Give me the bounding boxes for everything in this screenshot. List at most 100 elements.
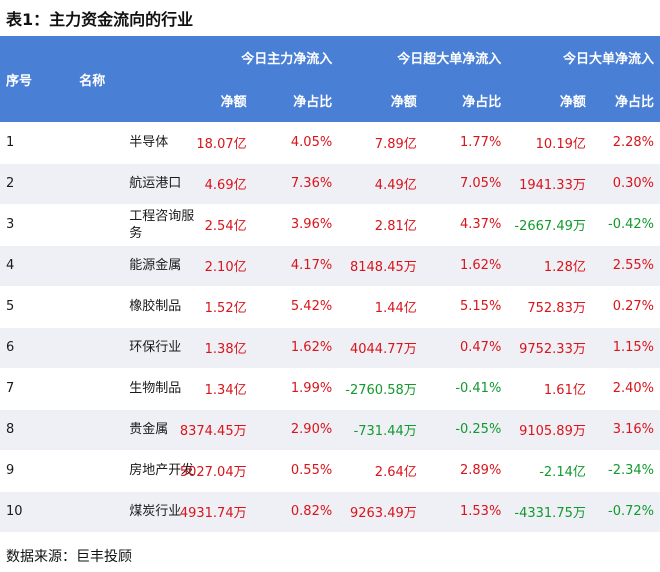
cell-industry-name: 环保行业: [129, 340, 182, 355]
cell-industry-name: 航运港口: [129, 176, 182, 191]
data-source-note: 数据来源：巨丰投顾: [6, 549, 132, 565]
table-row: 6 环保行业 1.38亿 1.62% 4044.77万 0.47% 9752.33万 1.15…: [0, 327, 660, 369]
cell-industry-name: 橡胶制品: [129, 299, 182, 314]
table-row: 4 能源金属 2.10亿 4.17% 8148.45万 1.62% 1.28亿 2.55%: [0, 245, 660, 287]
cell-main-amount: 2.54亿: [170, 204, 253, 246]
cell-index: 5: [0, 286, 42, 328]
col-header-main-amount: 净额: [170, 79, 253, 122]
cell-l-amount: 9105.89万: [507, 409, 592, 451]
cell-industry-name: 能源金属: [129, 258, 182, 273]
header-row-sub: 净额 净占比 净额 净占比 净额 净占比: [0, 79, 660, 122]
cell-main-amount: 1.38亿: [170, 327, 253, 369]
cell-name-wrap: 贵金属: [41, 409, 171, 451]
cell-name-wrap: 半导体: [41, 122, 171, 164]
cell-main-amount: 1.34亿: [170, 368, 253, 410]
cell-name-wrap: 房地产开发: [41, 450, 194, 492]
cell-l-amount: 1.61亿: [507, 368, 592, 410]
cell-l-ratio: 0.30%: [591, 163, 660, 205]
cell-xl-amount: 8148.45万: [338, 245, 423, 287]
cell-l-ratio: -0.72%: [591, 491, 660, 533]
cell-name-wrap: 能源金属: [41, 245, 181, 287]
cell-index: 1: [0, 122, 42, 164]
cell-main-amount: 18.07亿: [170, 122, 253, 164]
cell-name-wrap: 工程咨询服务: [41, 204, 194, 246]
cell-xl-ratio: 7.05%: [422, 163, 508, 205]
group-header-large: 今日大单净流入: [507, 36, 660, 79]
cell-l-ratio: 1.15%: [591, 327, 660, 369]
cell-xl-amount: -731.44万: [338, 409, 423, 451]
industry-fund-flow-table: 序号 名称 今日主力净流入 今日超大单净流入 今日大单净流入 净额 净占比 净额…: [0, 36, 660, 533]
cell-name-wrap: 环保行业: [41, 327, 181, 369]
cell-industry-name: 煤炭行业: [129, 504, 182, 519]
cell-xl-ratio: -0.41%: [422, 368, 508, 410]
cell-name-wrap: 橡胶制品: [41, 286, 181, 328]
cell-l-amount: 10.19亿: [507, 122, 592, 164]
cell-industry-name: 房地产开发: [129, 463, 195, 478]
cell-xl-amount: 1.44亿: [338, 286, 423, 328]
cell-index: 7: [0, 368, 42, 410]
col-header-l-ratio: 净占比: [591, 79, 660, 122]
col-header-name: 名称: [41, 36, 171, 122]
cell-xl-ratio: -0.25%: [422, 409, 508, 451]
cell-main-amount: 4931.74万: [170, 491, 253, 533]
col-header-index: 序号: [0, 36, 42, 122]
cell-main-ratio: 7.36%: [252, 163, 339, 205]
cell-l-amount: -2667.49万: [507, 204, 592, 246]
cell-main-amount: 4.69亿: [170, 163, 253, 205]
cell-industry-name: 贵金属: [129, 422, 169, 437]
cell-xl-ratio: 2.89%: [422, 450, 508, 492]
cell-xl-ratio: 1.53%: [422, 491, 508, 533]
cell-main-ratio: 0.82%: [252, 491, 339, 533]
col-header-xl-amount: 净额: [338, 79, 423, 122]
cell-l-amount: -2.14亿: [507, 450, 592, 492]
cell-xl-ratio: 1.62%: [422, 245, 508, 287]
cell-name-wrap: 航运港口: [41, 163, 181, 205]
cell-main-amount: 5027.04万: [170, 450, 253, 492]
cell-xl-amount: 2.81亿: [338, 204, 423, 246]
cell-l-amount: 9752.33万: [507, 327, 592, 369]
cell-index: 8: [0, 409, 42, 451]
cell-main-ratio: 4.05%: [252, 122, 339, 164]
cell-name-wrap: 生物制品: [41, 368, 181, 410]
cell-main-amount: 2.10亿: [170, 245, 253, 287]
cell-main-ratio: 1.99%: [252, 368, 339, 410]
cell-main-ratio: 2.90%: [252, 409, 339, 451]
cell-l-amount: -4331.75万: [507, 491, 592, 533]
table-row: 5 橡胶制品 1.52亿 5.42% 1.44亿 5.15% 752.83万 0.27%: [0, 286, 660, 328]
cell-index: 4: [0, 245, 42, 287]
cell-main-amount: 1.52亿: [170, 286, 253, 328]
header-row-groups: 序号 名称 今日主力净流入 今日超大单净流入 今日大单净流入: [0, 36, 660, 122]
cell-main-ratio: 0.55%: [252, 450, 339, 492]
group-header-extra-large: 今日超大单净流入: [338, 36, 508, 79]
cell-xl-amount: 2.64亿: [338, 450, 423, 492]
cell-index: 6: [0, 327, 42, 369]
cell-main-amount: 8374.45万: [170, 409, 253, 451]
cell-xl-amount: 4.49亿: [338, 163, 423, 205]
cell-xl-amount: 7.89亿: [338, 122, 423, 164]
table-row: 8 贵金属 8374.45万 2.90% -731.44万 -0.25% 9105.89万 3…: [0, 409, 660, 451]
cell-l-ratio: 2.40%: [591, 368, 660, 410]
group-header-main: 今日主力净流入: [170, 36, 339, 79]
cell-main-ratio: 3.96%: [252, 204, 339, 246]
cell-xl-amount: 9263.49万: [338, 491, 423, 533]
col-header-main-ratio: 净占比: [252, 79, 339, 122]
cell-industry-name: 生物制品: [129, 381, 182, 396]
table-row: 2 航运港口 4.69亿 7.36% 4.49亿 7.05% 1941.33万 0.30%: [0, 163, 660, 205]
cell-industry-name: 半导体: [129, 134, 169, 150]
table-row: 9 房地产开发 5027.04万 0.55% 2.64亿 2.89% -2.14亿 -2.34…: [0, 450, 660, 492]
cell-xl-ratio: 4.37%: [422, 204, 508, 246]
cell-xl-ratio: 5.15%: [422, 286, 508, 328]
cell-xl-ratio: 0.47%: [422, 327, 508, 369]
cell-name-wrap: 煤炭行业: [41, 491, 181, 533]
col-header-xl-ratio: 净占比: [422, 79, 508, 122]
cell-main-ratio: 1.62%: [252, 327, 339, 369]
cell-index: 2: [0, 163, 42, 205]
cell-industry-name: 工程咨询服务: [129, 208, 195, 241]
table-row: 7 生物制品 1.34亿 1.99% -2760.58万 -0.41% 1.61亿 2.40%: [0, 368, 660, 410]
table-row: 10 煤炭行业 4931.74万 0.82% 9263.49万 1.53% -4331.75…: [0, 491, 660, 533]
cell-l-ratio: 2.55%: [591, 245, 660, 287]
cell-xl-ratio: 1.77%: [422, 122, 508, 164]
cell-l-amount: 1.28亿: [507, 245, 592, 287]
cell-l-ratio: -0.42%: [591, 204, 660, 246]
cell-l-ratio: -2.34%: [591, 450, 660, 492]
